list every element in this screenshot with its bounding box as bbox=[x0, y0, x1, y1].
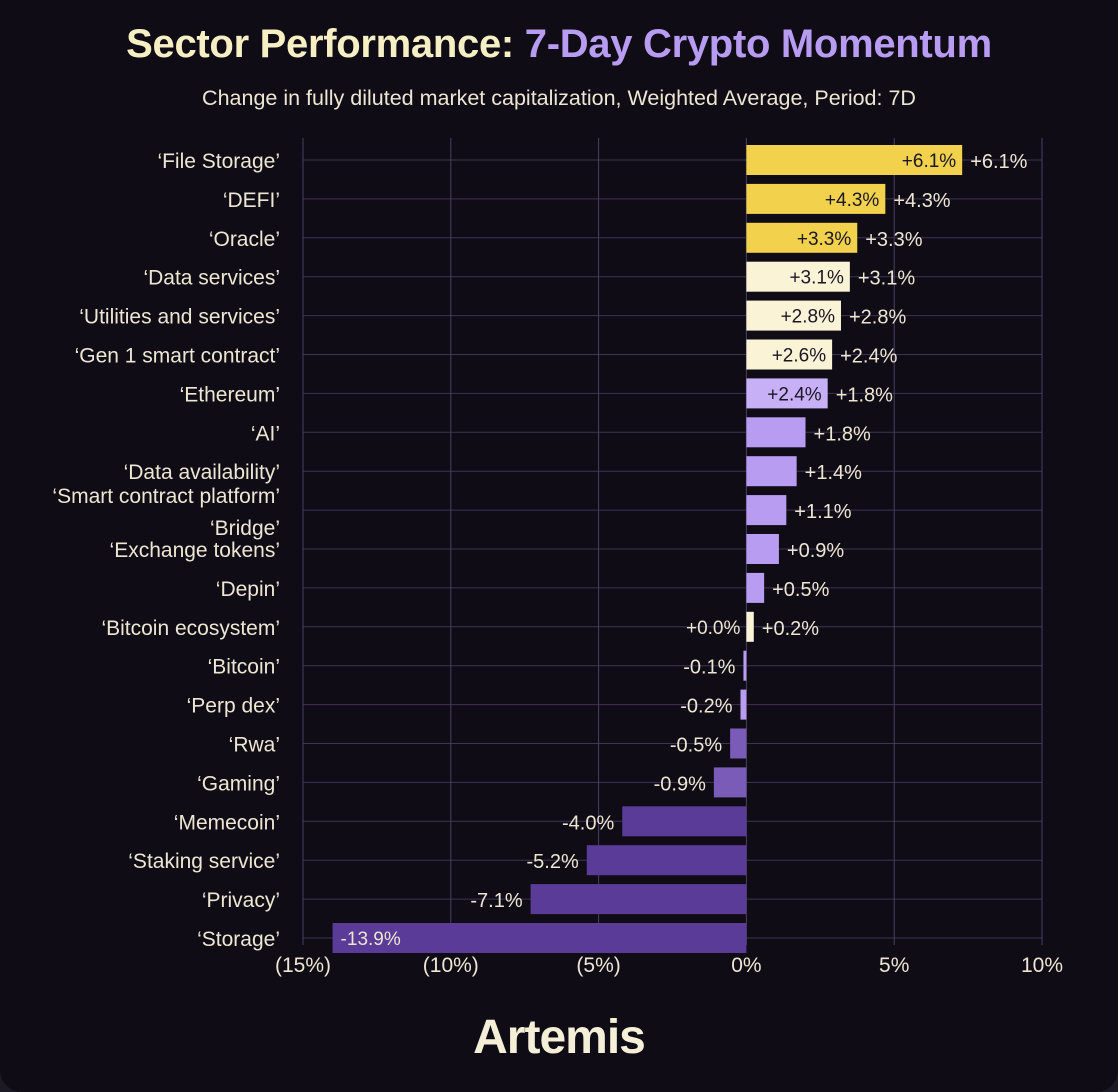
bar-value-label: +2.4% bbox=[840, 346, 897, 368]
bar bbox=[746, 339, 833, 370]
category-label: ‘Privacy’ bbox=[202, 889, 280, 912]
category-label: ‘Gen 1 smart contract’ bbox=[75, 345, 280, 368]
category-label: ‘Depin’ bbox=[216, 578, 280, 601]
bar-value-label: -0.2% bbox=[680, 696, 732, 718]
chart-title-accent: 7-Day Crypto Momentum bbox=[524, 22, 992, 66]
category-label: ‘Bitcoin’ bbox=[208, 656, 280, 679]
category-label: ‘Gaming’ bbox=[197, 772, 280, 795]
bar-value-label: +1.8% bbox=[814, 423, 871, 445]
bar-value-label: +6.1% bbox=[970, 151, 1027, 173]
bar bbox=[622, 806, 747, 837]
artemis-logo-text: Artemis bbox=[473, 1011, 646, 1064]
bar-value-label: +3.1% bbox=[858, 268, 915, 290]
bar-value-label: -0.5% bbox=[670, 735, 722, 757]
bar bbox=[746, 611, 754, 642]
bar-value-label: +1.4% bbox=[805, 462, 862, 484]
category-label: ‘Data services’ bbox=[143, 267, 280, 290]
bar bbox=[740, 689, 747, 720]
bar-value-label: +2.8% bbox=[849, 307, 906, 329]
bar bbox=[332, 923, 747, 953]
bar-inner-label: +3.3% bbox=[797, 229, 852, 250]
bar-value-label: -4.0% bbox=[562, 812, 614, 834]
chart-title-main: Sector Performance: bbox=[126, 22, 514, 66]
bar bbox=[746, 534, 779, 564]
bar-value-label: -7.1% bbox=[470, 890, 522, 912]
bar bbox=[746, 261, 850, 292]
bar bbox=[746, 222, 858, 253]
category-label: ‘Data availability’ bbox=[124, 461, 280, 484]
category-label: ‘AI’ bbox=[251, 422, 280, 445]
bar bbox=[730, 728, 747, 759]
bar-inner-label: +6.1% bbox=[902, 151, 957, 172]
bar-value-label: +1.8% bbox=[836, 384, 893, 406]
category-label: ‘Smart contract platform’ bbox=[52, 485, 280, 508]
category-label: ‘Perp dex’ bbox=[187, 695, 280, 718]
x-tick-label: 0% bbox=[731, 954, 761, 977]
chart-title: Sector Performance: 7-Day Crypto Momentu… bbox=[0, 22, 1118, 67]
bar bbox=[746, 145, 963, 175]
category-label: ‘Bitcoin ecosystem’ bbox=[101, 617, 280, 640]
bar bbox=[746, 495, 787, 526]
bar-inner-label: +2.6% bbox=[772, 346, 827, 367]
bar bbox=[586, 845, 747, 876]
x-tick-label: (15%) bbox=[275, 954, 331, 977]
bar bbox=[746, 572, 765, 603]
x-tick-label: (5%) bbox=[576, 954, 620, 977]
bar bbox=[746, 378, 828, 409]
bar-value-label: +0.9% bbox=[787, 540, 844, 562]
bar-value-label: +0.5% bbox=[772, 579, 829, 601]
bar bbox=[713, 767, 747, 798]
category-label: ‘Ethereum’ bbox=[180, 383, 280, 406]
bar bbox=[746, 456, 797, 487]
x-tick-label: (10%) bbox=[423, 954, 479, 977]
bar bbox=[530, 884, 747, 915]
x-tick-label: 10% bbox=[1021, 954, 1063, 977]
bar bbox=[746, 300, 841, 331]
bar bbox=[746, 183, 886, 214]
bar-value-label: -0.1% bbox=[683, 657, 735, 679]
bar bbox=[743, 650, 747, 681]
category-label: ‘Utilities and services’ bbox=[79, 306, 280, 329]
category-label: ‘Oracle’ bbox=[209, 228, 280, 251]
category-label: ‘Bridge’ bbox=[210, 517, 280, 540]
bar-inner-label: +4.3% bbox=[825, 190, 880, 211]
bar-inner-label: +0.0% bbox=[686, 618, 741, 639]
category-label: ‘Staking service’ bbox=[128, 850, 280, 873]
chart-subtitle: Change in fully diluted market capitaliz… bbox=[202, 86, 916, 110]
bar-chart: (15%) (10%) (5%) 0% 5% 10% ‘File Storage’ +6.1%… bbox=[52, 138, 1063, 977]
bar bbox=[746, 417, 806, 448]
bar-value-label: +3.3% bbox=[865, 229, 922, 251]
bar-inner-label: +2.4% bbox=[767, 384, 822, 405]
artemis-logo: Artemis bbox=[0, 1010, 1118, 1065]
category-label: ‘File Storage’ bbox=[157, 150, 280, 173]
bar-value-label: +0.2% bbox=[762, 618, 819, 640]
bar-inner-label: +3.1% bbox=[789, 268, 844, 289]
category-label: ‘Exchange tokens’ bbox=[110, 539, 280, 562]
category-label: ‘Storage’ bbox=[197, 928, 280, 951]
bar-inner-label: +2.8% bbox=[781, 307, 836, 328]
x-tick-label: 5% bbox=[879, 954, 909, 977]
category-label: ‘Rwa’ bbox=[229, 734, 280, 757]
category-label: ‘DEFI’ bbox=[223, 189, 280, 212]
bar-value-label: -0.9% bbox=[654, 773, 706, 795]
bar-value-label: +1.1% bbox=[794, 501, 851, 523]
bar-value-label: +4.3% bbox=[893, 190, 950, 212]
bar-value-label: -5.2% bbox=[527, 851, 579, 873]
category-label: ‘Memecoin’ bbox=[174, 811, 280, 834]
bar-inner-label: -13.9% bbox=[341, 929, 401, 950]
